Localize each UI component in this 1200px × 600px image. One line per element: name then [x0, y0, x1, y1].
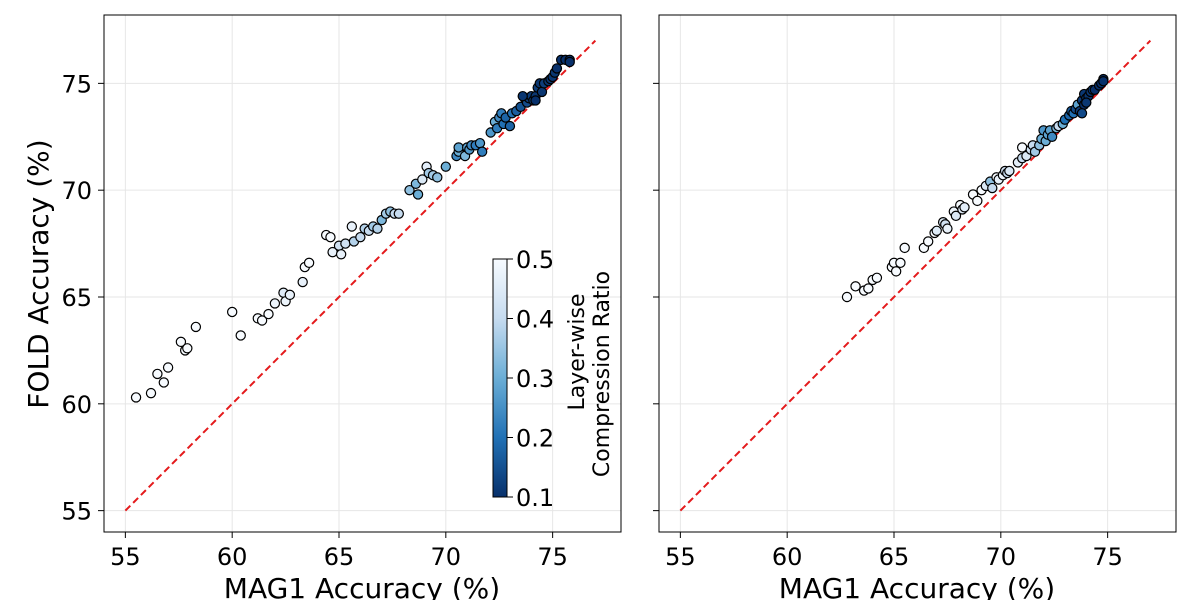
- left-point-20: [303, 257, 315, 269]
- left-point-46: [432, 172, 443, 183]
- right-x-tick-label-65: 65: [879, 543, 910, 571]
- left-point-88: [530, 95, 541, 106]
- left-point-42: [417, 174, 428, 185]
- right-x-axis-label: MAG1 Accuracy (%): [779, 572, 1055, 600]
- left-y-tick-label-75: 75: [61, 70, 92, 98]
- right-point-0: [841, 291, 853, 303]
- left-x-axis-label: MAG1 Accuracy (%): [224, 572, 500, 600]
- left-point-7: [182, 343, 193, 354]
- left-point-14: [269, 298, 281, 309]
- left-point-18: [297, 276, 308, 288]
- left-point-12: [256, 315, 268, 326]
- left-x-tick-label-75: 75: [537, 543, 568, 571]
- left-point-56: [474, 137, 486, 149]
- left-y-axis-label: FOLD Accuracy (%): [22, 139, 55, 408]
- left-x-tick-label-70: 70: [431, 543, 462, 571]
- left-reference-line: [124, 39, 597, 512]
- colorbar-label-line2: Compression Ratio: [590, 271, 615, 477]
- left-point-87: [564, 56, 575, 68]
- left-point-47: [440, 161, 452, 172]
- colorbar-tick-label-0.1: 0.1: [516, 484, 554, 512]
- colorbar: 0.1 0.2 0.3 0.4 0.5 Layer-wise Compression R…: [492, 246, 615, 512]
- left-point-10: [235, 330, 246, 341]
- right-point-9: [895, 257, 906, 269]
- left-point-27: [346, 221, 358, 232]
- left-point-39: [404, 184, 415, 196]
- right-point-71: [1076, 108, 1088, 119]
- right-point-28: [987, 182, 998, 194]
- left-axes-frame: [103, 14, 622, 533]
- left-point-17: [284, 289, 296, 301]
- right-point-10: [899, 242, 910, 254]
- right-point-17: [942, 223, 953, 234]
- right-point-72: [1081, 97, 1092, 108]
- left-point-8: [190, 321, 202, 333]
- left-x-tick-label-60: 60: [217, 543, 248, 571]
- right-point-48: [1046, 131, 1058, 142]
- left-scatter-panel: 55 60 65 70 75 55 60 65 70 75: [61, 14, 622, 571]
- left-point-77: [536, 86, 548, 98]
- left-point-5: [175, 336, 187, 348]
- left-point-33: [372, 223, 383, 234]
- left-point-50: [453, 142, 464, 153]
- right-x-tick-label-70: 70: [986, 543, 1017, 571]
- left-point-41: [412, 189, 424, 200]
- right-axes-frame: [658, 14, 1177, 533]
- colorbar-tick-label-0.5: 0.5: [516, 246, 554, 274]
- colorbar-label-line1: Layer-wise: [565, 294, 590, 411]
- right-point-19: [950, 210, 962, 222]
- right-point-34: [1004, 165, 1015, 177]
- left-point-9: [226, 306, 238, 318]
- right-point-14: [931, 225, 942, 236]
- right-point-37: [1016, 142, 1028, 153]
- left-point-26: [340, 238, 351, 249]
- right-point-3: [863, 283, 874, 294]
- left-point-65: [504, 120, 516, 132]
- left-point-13: [263, 308, 274, 320]
- colorbar-tick-label-0.4: 0.4: [516, 306, 554, 334]
- left-y-tick-label-70: 70: [61, 177, 92, 205]
- left-point-38: [393, 208, 405, 219]
- right-x-tick-label-60: 60: [772, 543, 803, 571]
- left-point-25: [335, 249, 347, 260]
- left-point-57: [476, 146, 488, 157]
- left-y-tick-label-65: 65: [61, 284, 92, 312]
- right-point-69: [1098, 76, 1109, 87]
- left-y-tick-label-60: 60: [61, 391, 92, 419]
- left-point-22: [325, 231, 336, 243]
- right-point-5: [871, 272, 883, 283]
- left-point-2: [152, 368, 163, 380]
- right-point-1: [850, 281, 861, 292]
- left-point-0: [130, 392, 142, 403]
- right-point-24: [972, 195, 983, 207]
- right-point-22: [959, 202, 970, 213]
- right-x-tick-label-55: 55: [665, 543, 696, 571]
- left-point-3: [158, 377, 170, 388]
- left-point-83: [551, 63, 563, 74]
- right-point-8: [890, 266, 902, 277]
- colorbar-tick-label-0.2: 0.2: [516, 425, 554, 453]
- colorbar-tick-label-0.3: 0.3: [516, 365, 554, 393]
- left-point-4: [162, 362, 174, 373]
- left-x-tick-label-55: 55: [110, 543, 141, 571]
- left-point-89: [517, 90, 528, 102]
- right-scatter-panel: 55 60 65 70 75: [653, 14, 1177, 571]
- colorbar-gradient: [492, 258, 508, 498]
- left-x-tick-label-65: 65: [324, 543, 355, 571]
- left-y-tick-label-55: 55: [61, 498, 92, 526]
- right-point-12: [922, 236, 934, 247]
- left-point-29: [355, 231, 366, 243]
- left-point-1: [145, 387, 157, 399]
- right-x-tick-label-75: 75: [1092, 543, 1123, 571]
